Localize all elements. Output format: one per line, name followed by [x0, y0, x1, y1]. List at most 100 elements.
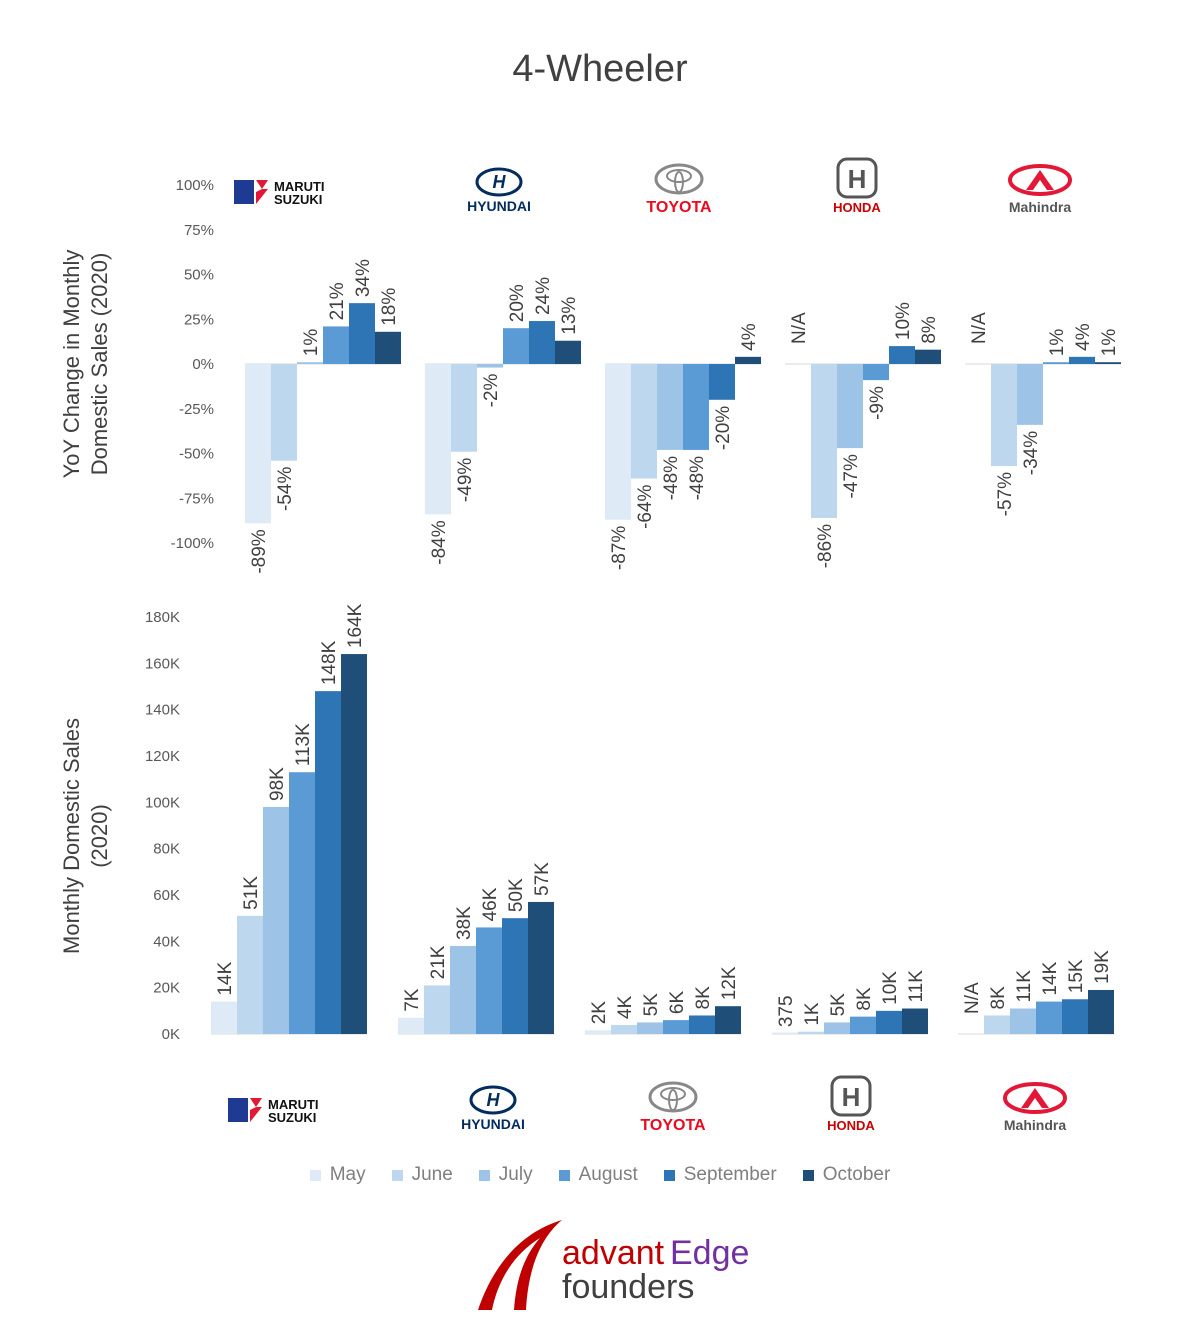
- y-tick-label: 140K: [145, 702, 180, 719]
- data-label: 21K: [428, 945, 449, 979]
- monthly-sales-chart: 180K 160K 140K 120K 100K 80K 60K 40K 20K 0K Monthl…: [59, 603, 1114, 1134]
- data-label: 4K: [615, 995, 636, 1019]
- data-label: -34%: [1021, 431, 1042, 475]
- toyota-logo-icon: TOYOTA: [640, 1081, 706, 1134]
- bar-october: [1095, 362, 1121, 364]
- chart-legend: May June July August September October: [0, 1164, 1200, 1186]
- hyundai-logo-icon: H HYUNDAI: [467, 167, 531, 214]
- mahindra-oval: [1003, 1082, 1067, 1114]
- data-label: -54%: [275, 467, 296, 511]
- legend-label: June: [411, 1164, 453, 1185]
- bar-august: [1043, 362, 1069, 364]
- y-tick-label: 75%: [184, 222, 214, 239]
- data-label: 38K: [454, 906, 475, 940]
- data-label: -2%: [481, 373, 502, 407]
- bar-july: [637, 1022, 663, 1034]
- bar-july: [263, 806, 289, 1034]
- data-label: 10%: [893, 302, 914, 340]
- bar-september: [349, 303, 375, 364]
- bar-may: [398, 1017, 424, 1034]
- data-label: -48%: [661, 456, 682, 500]
- data-label: 8K: [988, 986, 1009, 1010]
- legend-item-july: July: [478, 1164, 533, 1186]
- legend-swatch: [478, 1169, 490, 1181]
- bar-july: [837, 364, 863, 449]
- honda-frame: [836, 157, 878, 199]
- data-label: 5K: [641, 993, 662, 1017]
- legend-label: May: [329, 1164, 366, 1185]
- data-label: 11K: [1014, 970, 1035, 1003]
- y-tick-label: 180K: [145, 609, 180, 626]
- y-tick-label: 160K: [145, 655, 180, 672]
- y-tick-label: -25%: [179, 401, 214, 418]
- data-label: -49%: [455, 458, 476, 502]
- bar-june: [271, 364, 297, 461]
- hyundai-oval: [469, 1085, 517, 1115]
- data-label: -87%: [609, 526, 630, 570]
- bar-august: [683, 364, 709, 450]
- legend-item-june: June: [391, 1164, 453, 1186]
- hyundai-logo-icon: H HYUNDAI: [461, 1085, 525, 1132]
- bar-september: [315, 691, 341, 1034]
- mahindra-logo-icon: Mahindra: [1008, 164, 1072, 215]
- yoy-change-chart: 100% 75% 50% 25% 0% -25% -50% -75% -100% YoY Chan…: [59, 157, 1121, 574]
- data-label: -89%: [249, 529, 270, 573]
- hyundai-text: HYUNDAI: [461, 1116, 525, 1132]
- y-tick-label: 40K: [153, 933, 180, 950]
- data-label: -57%: [995, 472, 1016, 516]
- bar-september: [709, 364, 735, 400]
- data-label: 13%: [559, 297, 580, 335]
- data-label: 375: [776, 995, 797, 1027]
- legend-item-august: August: [558, 1164, 638, 1186]
- y-axis-title-line: Monthly Domestic Sales: [59, 718, 84, 954]
- hyundai-h: H: [493, 172, 507, 192]
- bar-july: [297, 362, 323, 364]
- bar-october: [915, 349, 941, 364]
- y-axis-title-line: Domestic Sales (2020): [87, 253, 112, 476]
- bar-september: [889, 346, 915, 364]
- data-label: 4%: [739, 323, 760, 351]
- y-tick-label: -75%: [179, 490, 214, 507]
- legend-label: July: [498, 1164, 533, 1185]
- honda-text: HONDA: [827, 1118, 875, 1133]
- bar-august: [863, 364, 889, 381]
- bar-july: [450, 945, 476, 1034]
- data-label: 2K: [589, 1001, 610, 1025]
- data-label: 1%: [1099, 329, 1120, 357]
- y-axis-title-line: YoY Change in Monthly: [59, 250, 84, 479]
- bar-september: [529, 321, 555, 364]
- honda-h: H: [848, 164, 867, 194]
- suzuki-s-mark: [250, 1098, 262, 1122]
- bar-june: [991, 364, 1017, 467]
- advantedge-founders-logo: advant Edge founders: [470, 1214, 770, 1314]
- data-label: 15K: [1066, 959, 1087, 993]
- data-label: 18%: [379, 288, 400, 326]
- bar-october: [555, 340, 581, 364]
- data-label: 1%: [1047, 329, 1068, 357]
- data-label: 1%: [301, 329, 322, 357]
- bar-may: [425, 364, 451, 515]
- data-label: -86%: [815, 524, 836, 568]
- bar-may: [605, 364, 631, 520]
- bar-august: [663, 1020, 689, 1034]
- bar-august: [503, 328, 529, 364]
- bar-july: [1017, 364, 1043, 425]
- toyota-logo-icon: TOYOTA: [646, 163, 712, 216]
- mahindra-text: Mahindra: [1004, 1117, 1066, 1133]
- bar-june: [798, 1031, 824, 1034]
- data-label: 12K: [719, 966, 740, 1000]
- bar-october: [1088, 989, 1114, 1034]
- bar-september: [1062, 999, 1088, 1034]
- legend-swatch: [802, 1169, 814, 1181]
- data-label: 24%: [533, 277, 554, 315]
- legend-item-may: May: [309, 1164, 366, 1186]
- y-tick-label: 100%: [176, 177, 214, 194]
- data-label: 11K: [906, 970, 927, 1003]
- bar-may: [772, 1032, 798, 1034]
- footer-advant: advant: [562, 1234, 665, 1272]
- toyota-text: TOYOTA: [640, 1117, 706, 1134]
- legend-swatch: [391, 1169, 403, 1181]
- footer-edge: Edge: [670, 1234, 750, 1272]
